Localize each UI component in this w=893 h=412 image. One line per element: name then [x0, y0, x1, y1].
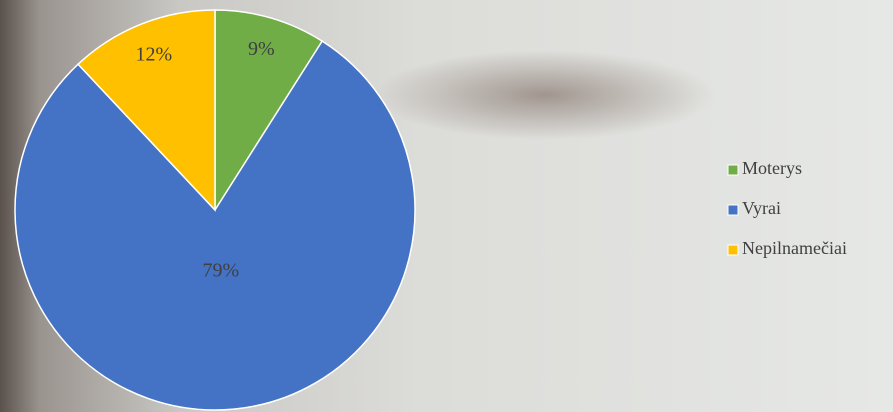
legend-label: Vyrai — [742, 198, 781, 218]
legend-label: Moterys — [742, 158, 802, 178]
pie-slice — [214, 9, 324, 213]
legend-marker — [727, 164, 739, 176]
data-label: 9% — [248, 38, 275, 60]
data-label: 12% — [136, 43, 173, 65]
pie-slice — [77, 9, 216, 212]
legend-label: Nepilnamečiai — [742, 238, 847, 258]
data-label: 79% — [202, 259, 239, 281]
legend-marker — [727, 244, 739, 256]
pie-slice — [14, 40, 416, 411]
legend-marker — [727, 204, 739, 216]
